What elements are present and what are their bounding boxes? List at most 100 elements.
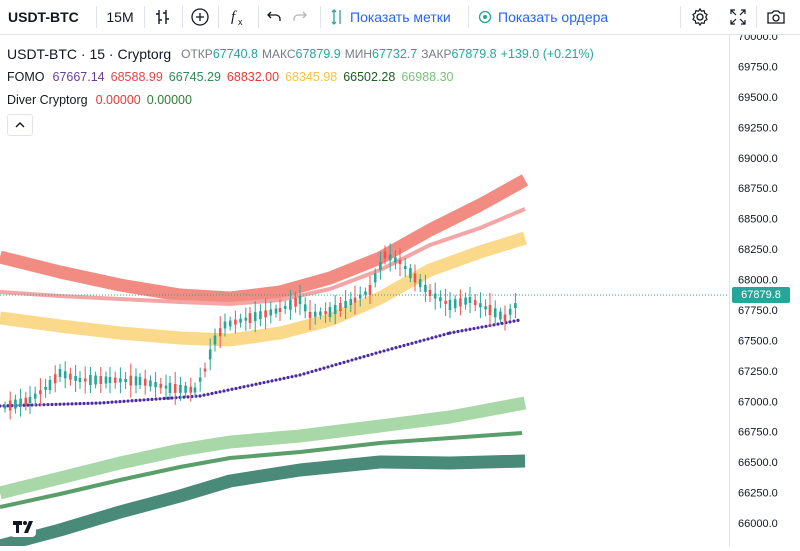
candle-body (168, 383, 172, 393)
candle-body (439, 297, 442, 302)
candle-body (53, 374, 57, 384)
ma-dot (114, 400, 118, 404)
chevron-up-icon (15, 122, 25, 128)
ma-dot (358, 356, 362, 360)
candle-body (484, 306, 487, 310)
fomo-value: 66502.28 (343, 69, 396, 84)
candle-body (129, 375, 133, 386)
redo-button[interactable] (288, 0, 312, 34)
ma-dot (438, 334, 442, 338)
ma-dot (326, 365, 330, 369)
tradingview-logo[interactable] (10, 515, 36, 537)
candle-body (448, 300, 452, 310)
price-axis-tick: 69750.0 (738, 61, 778, 73)
candle-body (83, 378, 87, 382)
interval-label: 15M (106, 9, 134, 25)
price-axis-tick: 69000.0 (738, 153, 778, 165)
candle-body (234, 319, 237, 325)
candle-body (203, 368, 207, 372)
ma-dot (138, 398, 142, 402)
show-orders-button[interactable]: Показать ордера (478, 0, 610, 34)
ma-dot (226, 388, 230, 392)
candle-body (94, 375, 97, 385)
candle-body (179, 384, 182, 393)
show-marks-button[interactable]: Показать метки (330, 0, 462, 34)
fullscreen-icon (730, 9, 746, 25)
high-value: 67879.9 (295, 46, 341, 61)
fomo-legend[interactable]: FOMO 67667.14 68588.99 66745.29 68832.00 683… (7, 65, 594, 88)
formula-button[interactable]: f x (222, 0, 254, 34)
candle-body (208, 349, 212, 360)
ma-dot (330, 364, 334, 368)
ma-dot (214, 391, 218, 395)
candle-body (468, 297, 472, 303)
ma-dot (338, 361, 342, 366)
ma-dot (262, 380, 266, 385)
screenshot-button[interactable] (762, 0, 790, 34)
undo-button[interactable] (262, 0, 286, 34)
diver-title: Diver Cryptorg (7, 92, 88, 107)
candle-body (159, 383, 163, 388)
chart-area[interactable]: 70000.0 69750.0 69500.0 69250.0 69000.0 68750… (0, 31, 800, 551)
candle-body (248, 313, 252, 323)
ma-dot (448, 331, 452, 335)
chart-legend: USDT-BTC · 15 · Cryptorg ОТКР 67740.8 МА… (7, 42, 594, 136)
ma-dot (282, 376, 286, 380)
ma-dot (246, 384, 250, 388)
main-series-legend[interactable]: USDT-BTC · 15 · Cryptorg ОТКР 67740.8 МА… (7, 42, 594, 65)
ma-dot (150, 397, 154, 401)
ma-dot (266, 380, 270, 384)
toolbar-divider (320, 6, 321, 28)
camera-icon (767, 10, 785, 24)
svg-text:x: x (238, 17, 243, 27)
ma-dot (442, 333, 446, 337)
bar-style-button[interactable] (148, 0, 178, 34)
ma-dot (366, 353, 370, 358)
ma-dot (94, 401, 98, 405)
ma-dot (418, 339, 422, 343)
candle-body (24, 397, 28, 405)
high-label: МАКС (262, 46, 296, 61)
ma-dot (90, 401, 94, 405)
legend-collapse-button[interactable] (7, 114, 33, 136)
diver-legend[interactable]: Diver Cryptorg 0.00000 0.00000 (7, 88, 594, 111)
price-axis-tick: 67500.0 (738, 335, 778, 347)
price-axis-tick: 68750.0 (738, 183, 778, 195)
candle-body (143, 378, 147, 386)
candle-body (428, 290, 432, 296)
ma-dot (464, 328, 468, 332)
show-marks-label: Показать метки (350, 9, 451, 25)
candle-body (394, 257, 397, 263)
ma-dot (106, 400, 110, 405)
ma-dot (286, 375, 290, 380)
candle-body (228, 320, 232, 327)
settings-button[interactable] (686, 0, 714, 34)
candle-body (198, 377, 202, 382)
candle-body (313, 311, 317, 317)
ma-dot (182, 395, 186, 399)
ma-dot (496, 322, 500, 326)
candle-body (113, 377, 117, 383)
price-axis-border (729, 35, 730, 546)
candle-body (364, 291, 367, 295)
candle-body (19, 398, 22, 407)
ma-dot (142, 398, 146, 402)
ma-dot (230, 387, 234, 391)
interval-button[interactable]: 15M (100, 0, 140, 34)
fullscreen-button[interactable] (724, 0, 752, 34)
ma-dot (430, 336, 434, 340)
indicators-button[interactable] (186, 0, 214, 34)
last-price-label: 67879.8 (732, 287, 790, 303)
candle-body (48, 380, 52, 390)
candle-body (298, 296, 302, 304)
ma-dot (390, 347, 394, 351)
symbol-search-button[interactable]: USDT-BTC (8, 0, 90, 34)
candle-body (388, 254, 392, 261)
ma-dot (508, 320, 512, 324)
candle-body (149, 380, 152, 387)
main-series-title: USDT-BTC · 15 · Cryptorg (7, 45, 172, 62)
candle-body (413, 273, 417, 283)
candle-body (409, 268, 412, 279)
price-chart[interactable]: 70000.0 69750.0 69500.0 69250.0 69000.0 68750… (0, 31, 800, 551)
ma-dot (250, 383, 254, 387)
